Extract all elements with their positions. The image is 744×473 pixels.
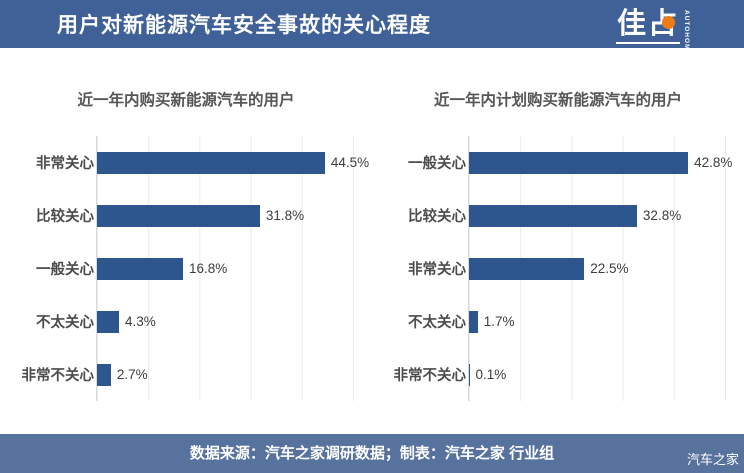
bar [97,363,111,386]
value-label: 16.8% [189,261,228,276]
value-label: 4.3% [125,314,156,329]
page-title: 用户对新能源汽车安全事故的关心程度 [57,14,431,37]
bar [97,151,325,174]
bar [97,257,184,280]
bar [469,204,637,227]
footer-bar: 数据来源：汽车之家调研数据；制表：汽车之家 行业组 汽车之家 [0,434,744,473]
bar [469,257,585,280]
category-label: 比较关心 [36,209,94,225]
bar [97,204,260,227]
value-label: 42.8% [694,155,733,170]
category-label: 非常关心 [408,262,466,278]
chart-title: 近一年内计划购买新能源汽车的用户 [433,92,682,109]
value-label: 0.1% [475,367,507,382]
bar-row: 32.8% [469,189,725,242]
value-label: 22.5% [590,261,629,276]
logo-wordmark: AUTOHOME [683,10,690,56]
watermark: 汽车之家 [686,452,739,467]
category-label: 非常不关心 [393,368,467,384]
bar-row: 31.8% [97,189,353,242]
bar-row: 44.5% [97,136,369,189]
value-label: 44.5% [330,155,370,170]
category-label: 一般关心 [408,156,466,172]
chart-body: 一般关心比较关心非常关心不太关心非常不关心 42.8% 32.8% 22.5% 1.7… [372,136,744,401]
bar [469,363,470,386]
category-label: 一般关心 [36,262,94,278]
category-label: 比较关心 [408,209,466,225]
value-label: 1.7% [483,314,515,329]
value-label: 31.8% [265,208,305,223]
bar [469,310,478,333]
bar-row: 0.1% [469,348,725,401]
bar-row: 1.7% [469,295,725,348]
bar-row: 4.3% [97,295,353,348]
category-label: 不太关心 [408,315,466,331]
bar [97,310,120,333]
chart-recent-buyers: 近一年内购买新能源汽车的用户 非常关心比较关心一般关心不太关心非常不关心 44.… [0,88,372,401]
bar [469,151,689,174]
chart-body: 非常关心比较关心一般关心不太关心非常不关心 44.5% 31.8% 16.8% 4.3… [0,136,372,401]
category-label: 非常不关心 [21,368,95,384]
category-label: 不太关心 [36,315,94,331]
bar-row: 2.7% [97,348,353,401]
plot-area: 44.5% 31.8% 16.8% 4.3% 2.7% [96,136,369,401]
value-label: 32.8% [642,208,682,223]
chart-planning-buyers: 近一年内计划购买新能源汽车的用户 一般关心比较关心非常关心不太关心非常不关心 4… [372,88,744,401]
bar-row: 22.5% [469,242,725,295]
category-label: 非常关心 [36,156,94,172]
title-bar: 用户对新能源汽车安全事故的关心程度 佳占 AUTOHOME [0,0,744,56]
data-source-text: 数据来源：汽车之家调研数据；制表：汽车之家 行业组 [189,445,555,462]
bar-row: 16.8% [97,242,353,295]
logo-glyphs: 佳占 [615,8,680,44]
charts-section: 近一年内购买新能源汽车的用户 非常关心 比较关心 一般关心 不太关心 非常不关心 44.… [0,48,744,401]
bar-row: 42.8% [469,136,732,189]
logo-orange-dot-icon [662,16,675,29]
autohome-logo: 佳占 AUTOHOME [615,8,690,56]
plot-area: 42.8% 32.8% 22.5% 1.7% 0.1% [468,136,732,401]
category-labels: 非常关心比较关心一般关心不太关心非常不关心 [0,136,96,401]
category-labels: 一般关心比较关心非常关心不太关心非常不关心 [372,136,468,401]
value-label: 2.7% [116,367,148,382]
chart-title: 近一年内购买新能源汽车的用户 [77,92,295,109]
